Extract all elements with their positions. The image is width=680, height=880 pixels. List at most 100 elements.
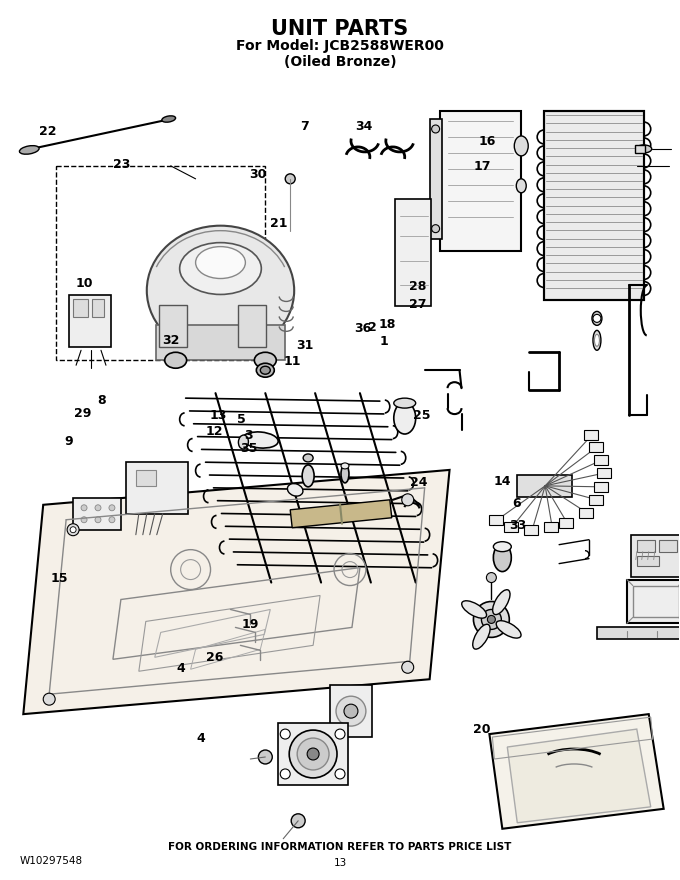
Bar [56, 165, 265, 360]
Bar [330, 686, 372, 737]
Bar [430, 119, 441, 238]
Bar [589, 442, 603, 452]
Circle shape [432, 224, 439, 232]
Circle shape [344, 704, 358, 718]
Bar [636, 555, 659, 566]
Bar [490, 515, 503, 524]
Ellipse shape [341, 465, 349, 483]
Text: 5: 5 [237, 414, 246, 426]
Ellipse shape [302, 465, 314, 487]
Text: 28: 28 [409, 280, 426, 293]
Ellipse shape [496, 620, 521, 638]
Circle shape [335, 769, 345, 779]
Ellipse shape [147, 225, 294, 356]
Circle shape [95, 505, 101, 510]
Bar [627, 580, 680, 623]
Ellipse shape [492, 590, 510, 614]
Ellipse shape [254, 352, 276, 368]
Ellipse shape [20, 145, 39, 154]
Text: W10297548: W10297548 [19, 855, 82, 866]
Bar [631, 535, 680, 576]
Bar [395, 199, 430, 306]
Circle shape [109, 517, 115, 523]
Polygon shape [23, 470, 449, 715]
Ellipse shape [260, 366, 270, 374]
Text: 36: 36 [354, 322, 371, 335]
Text: 15: 15 [50, 572, 68, 585]
Ellipse shape [473, 624, 490, 649]
Text: 20: 20 [473, 723, 491, 736]
Bar [544, 111, 644, 300]
Ellipse shape [514, 136, 528, 156]
Circle shape [336, 696, 366, 726]
Ellipse shape [256, 363, 274, 378]
Circle shape [285, 174, 295, 184]
Text: 29: 29 [74, 407, 91, 420]
Bar [636, 539, 655, 552]
Ellipse shape [494, 544, 511, 572]
Text: 23: 23 [114, 158, 131, 171]
Text: 3: 3 [244, 429, 253, 442]
Bar [544, 111, 644, 300]
Ellipse shape [243, 432, 278, 448]
Circle shape [109, 505, 115, 510]
Ellipse shape [592, 312, 602, 326]
Ellipse shape [165, 352, 186, 368]
Circle shape [258, 750, 272, 764]
Ellipse shape [303, 454, 313, 462]
Text: 12: 12 [206, 425, 224, 437]
Text: 10: 10 [75, 277, 92, 290]
Bar [136, 470, 156, 486]
Text: 4: 4 [197, 732, 205, 744]
Bar [594, 482, 608, 492]
Bar [439, 111, 522, 251]
Circle shape [481, 610, 501, 629]
Bar [594, 455, 608, 465]
Ellipse shape [494, 542, 511, 552]
Text: 25: 25 [413, 409, 430, 422]
Bar [579, 508, 593, 517]
Bar [239, 305, 267, 348]
Bar [635, 145, 645, 153]
Bar [659, 539, 677, 552]
Ellipse shape [462, 601, 487, 618]
Ellipse shape [516, 179, 526, 193]
Circle shape [307, 748, 319, 760]
Bar [559, 517, 573, 528]
Bar [589, 495, 603, 505]
Circle shape [44, 693, 55, 705]
Ellipse shape [162, 116, 175, 122]
Bar [158, 305, 186, 348]
Text: FOR ORDERING INFORMATION REFER TO PARTS PRICE LIST: FOR ORDERING INFORMATION REFER TO PARTS … [169, 841, 511, 852]
Text: 30: 30 [249, 168, 266, 180]
Text: 11: 11 [284, 355, 301, 368]
Ellipse shape [180, 243, 261, 295]
Text: 31: 31 [296, 339, 313, 352]
Text: 27: 27 [409, 297, 426, 311]
Text: 4: 4 [177, 662, 185, 675]
Bar [517, 475, 572, 497]
Ellipse shape [288, 484, 303, 496]
Bar [544, 522, 558, 532]
Text: 16: 16 [479, 136, 496, 148]
Circle shape [280, 730, 290, 739]
Text: 8: 8 [97, 394, 106, 407]
Bar [92, 299, 104, 318]
Bar [597, 468, 611, 478]
Text: 2: 2 [368, 321, 377, 334]
Bar [69, 296, 111, 348]
Bar [73, 498, 121, 530]
Circle shape [402, 494, 413, 506]
Bar [524, 524, 538, 535]
Bar [633, 585, 679, 618]
Bar [73, 299, 88, 318]
Text: 6: 6 [512, 496, 520, 510]
Ellipse shape [394, 402, 415, 434]
Text: 32: 32 [162, 334, 180, 348]
Ellipse shape [196, 246, 245, 278]
Circle shape [488, 615, 495, 623]
Text: 19: 19 [242, 618, 259, 631]
Circle shape [81, 505, 87, 510]
Ellipse shape [394, 398, 415, 408]
Circle shape [432, 125, 439, 133]
